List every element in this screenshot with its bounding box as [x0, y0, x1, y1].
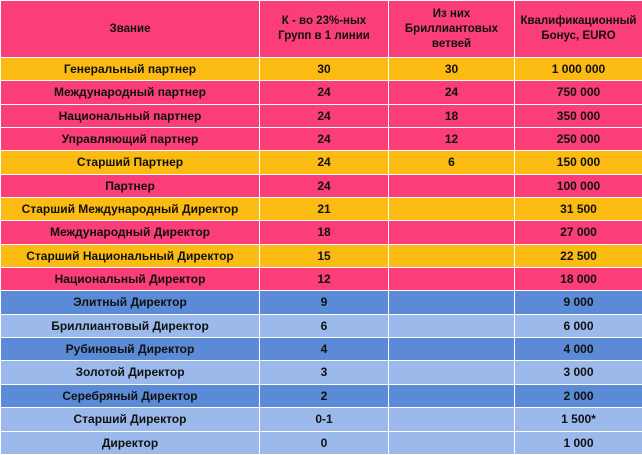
groups-cell: 0: [259, 430, 389, 455]
rank-cell: Управляющий партнер: [0, 127, 260, 152]
rank-cell: Старший Партнер: [0, 150, 260, 175]
table-body: Генеральный партнер 30 30 1 000 000 Межд…: [0, 56, 642, 455]
column-header-groups: К - во 23%-ных Групп в 1 линии: [259, 0, 389, 58]
bonus-cell: 27 000: [514, 220, 642, 245]
diamond-branches-cell: 18: [388, 103, 515, 129]
groups-cell: 24: [259, 127, 389, 152]
diamond-branches-cell: [388, 313, 515, 339]
rank-cell: Генеральный партнер: [0, 56, 260, 82]
diamond-branches-cell: [388, 173, 515, 199]
table-header: Звание К - во 23%-ных Групп в 1 линии Из…: [0, 0, 642, 58]
column-header-diamond-branches: Из них Бриллиантовых ветвей: [388, 0, 515, 58]
diamond-branches-cell: [388, 407, 515, 432]
groups-cell: 3: [259, 360, 389, 385]
bonus-cell: 4 000: [514, 337, 642, 362]
groups-cell: 21: [259, 197, 389, 222]
table-row: Национальный партнер 24 18 350 000: [0, 103, 642, 129]
diamond-branches-cell: [388, 243, 515, 269]
table-row: Национальный Директор 12 18 000: [0, 267, 642, 292]
diamond-branches-cell: 6: [388, 150, 515, 175]
table-row: Серебряный Директор 2 2 000: [0, 383, 642, 409]
rank-cell: Национальный Директор: [0, 267, 260, 292]
bonus-cell: 9 000: [514, 290, 642, 315]
bonus-cell: 1 000 000: [514, 56, 642, 82]
groups-cell: 12: [259, 267, 389, 292]
table-row: Бриллиантовый Директор 6 6 000: [0, 313, 642, 339]
groups-cell: 9: [259, 290, 389, 315]
rank-cell: Старший Национальный Директор: [0, 243, 260, 269]
rank-cell: Элитный Директор: [0, 290, 260, 315]
diamond-branches-cell: [388, 360, 515, 385]
bonus-cell: 1 000: [514, 430, 642, 455]
table-row: Старший Международный Директор 21 31 500: [0, 197, 642, 222]
bonus-cell: 250 000: [514, 127, 642, 152]
diamond-branches-cell: 30: [388, 56, 515, 82]
table-row: Старший Партнер 24 6 150 000: [0, 150, 642, 175]
table-row: Старший Директор 0-1 1 500*: [0, 407, 642, 432]
rank-cell: Старший Директор: [0, 407, 260, 432]
groups-cell: 0-1: [259, 407, 389, 432]
groups-cell: 6: [259, 313, 389, 339]
diamond-branches-cell: [388, 383, 515, 409]
bonus-cell: 1 500*: [514, 407, 642, 432]
table-row: Старший Национальный Директор 15 22 500: [0, 243, 642, 269]
rank-cell: Партнер: [0, 173, 260, 199]
rank-cell: Международный партнер: [0, 80, 260, 105]
bonus-cell: 22 500: [514, 243, 642, 269]
diamond-branches-cell: [388, 337, 515, 362]
groups-cell: 15: [259, 243, 389, 269]
table-row: Элитный Директор 9 9 000: [0, 290, 642, 315]
bonus-cell: 31 500: [514, 197, 642, 222]
bonus-cell: 750 000: [514, 80, 642, 105]
rank-cell: Серебряный Директор: [0, 383, 260, 409]
table-row: Директор 0 1 000: [0, 430, 642, 455]
groups-cell: 24: [259, 150, 389, 175]
groups-cell: 24: [259, 173, 389, 199]
bonus-cell: 100 000: [514, 173, 642, 199]
diamond-branches-cell: [388, 220, 515, 245]
column-header-qualification-bonus: Квалификационный Бонус, EURO: [514, 0, 642, 58]
table-row: Генеральный партнер 30 30 1 000 000: [0, 56, 642, 82]
table-row: Золотой Директор 3 3 000: [0, 360, 642, 385]
groups-cell: 18: [259, 220, 389, 245]
table-row: Международный партнер 24 24 750 000: [0, 80, 642, 105]
diamond-branches-cell: 12: [388, 127, 515, 152]
groups-cell: 4: [259, 337, 389, 362]
diamond-branches-cell: [388, 267, 515, 292]
groups-cell: 30: [259, 56, 389, 82]
rank-cell: Золотой Директор: [0, 360, 260, 385]
table-row: Международный Директор 18 27 000: [0, 220, 642, 245]
rank-cell: Старший Международный Директор: [0, 197, 260, 222]
diamond-branches-cell: [388, 197, 515, 222]
rank-cell: Национальный партнер: [0, 103, 260, 129]
rank-cell: Директор: [0, 430, 260, 455]
bonus-cell: 150 000: [514, 150, 642, 175]
groups-cell: 24: [259, 80, 389, 105]
diamond-branches-cell: [388, 290, 515, 315]
bonus-cell: 3 000: [514, 360, 642, 385]
rank-cell: Международный Директор: [0, 220, 260, 245]
bonus-cell: 2 000: [514, 383, 642, 409]
column-header-rank: Звание: [0, 0, 260, 58]
table-row: Управляющий партнер 24 12 250 000: [0, 127, 642, 152]
table-row: Партнер 24 100 000: [0, 173, 642, 199]
table-row: Рубиновый Директор 4 4 000: [0, 337, 642, 362]
rank-cell: Рубиновый Директор: [0, 337, 260, 362]
diamond-branches-cell: 24: [388, 80, 515, 105]
bonus-cell: 18 000: [514, 267, 642, 292]
diamond-branches-cell: [388, 430, 515, 455]
header-row: Звание К - во 23%-ных Групп в 1 линии Из…: [0, 0, 642, 58]
groups-cell: 24: [259, 103, 389, 129]
bonus-cell: 350 000: [514, 103, 642, 129]
groups-cell: 2: [259, 383, 389, 409]
bonus-cell: 6 000: [514, 313, 642, 339]
rank-cell: Бриллиантовый Директор: [0, 313, 260, 339]
